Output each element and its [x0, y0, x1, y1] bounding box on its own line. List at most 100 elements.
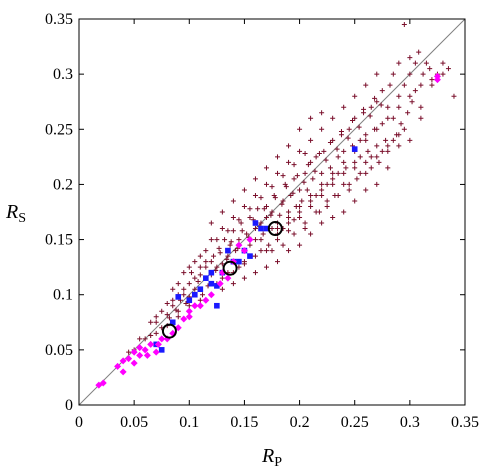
plus-point — [335, 170, 341, 176]
plus-point — [175, 314, 181, 320]
plus-point — [170, 297, 176, 303]
plus-point — [304, 187, 310, 193]
plus-point — [312, 168, 318, 174]
diamond-point — [154, 340, 162, 348]
y-tick-label: 0.25 — [45, 121, 73, 138]
diamond-point — [130, 348, 138, 356]
plus-point — [286, 209, 292, 215]
plus-point — [294, 173, 300, 179]
plus-point — [258, 195, 264, 201]
plus-point — [319, 110, 325, 116]
plus-point — [401, 126, 407, 132]
plus-point — [188, 270, 194, 276]
plus-point — [263, 264, 269, 270]
plus-point — [374, 99, 380, 105]
plus-point — [385, 143, 391, 149]
plus-point — [283, 184, 289, 190]
plus-point — [252, 237, 258, 243]
plus-point — [308, 192, 314, 198]
plus-point — [330, 215, 336, 221]
plus-point — [275, 154, 281, 160]
plus-point — [297, 242, 303, 248]
plus-point — [263, 248, 269, 254]
square-point — [236, 258, 242, 265]
plus-point — [368, 104, 374, 110]
plus-point — [244, 231, 250, 237]
plus-point — [170, 303, 176, 309]
plus-point — [280, 198, 286, 204]
plus-point — [327, 165, 333, 171]
plus-point — [214, 237, 220, 243]
plus-point — [241, 187, 247, 193]
plus-point — [365, 148, 371, 154]
diamond-point — [196, 302, 204, 310]
plus-point — [203, 248, 209, 254]
plus-point — [173, 307, 179, 313]
plus-point — [374, 71, 380, 77]
plus-point — [390, 71, 396, 77]
plus-point — [418, 115, 424, 121]
diamond-point — [185, 307, 193, 315]
plus-point — [445, 66, 451, 72]
plus-point — [208, 237, 214, 243]
plus-point — [227, 242, 233, 248]
plus-point — [291, 162, 297, 168]
plus-point — [313, 192, 319, 198]
plus-point — [126, 349, 132, 355]
plus-point — [429, 82, 435, 88]
plus-point — [357, 137, 363, 143]
plus-point — [363, 132, 369, 138]
plus-point — [440, 60, 446, 66]
plus-point — [217, 250, 223, 256]
plus-point — [291, 217, 297, 223]
plus-point — [383, 137, 389, 143]
plus-point — [352, 159, 358, 165]
plus-point — [387, 82, 393, 88]
plus-point — [148, 319, 154, 325]
plus-point — [321, 148, 327, 154]
plus-point — [137, 336, 143, 342]
plus-point — [186, 303, 192, 309]
plus-point — [367, 113, 373, 119]
square-point — [192, 291, 198, 298]
plus-point — [341, 159, 347, 165]
plus-point — [368, 154, 374, 160]
plus-point — [272, 195, 278, 201]
plus-point — [313, 209, 319, 215]
plus-point — [280, 173, 286, 179]
plus-point — [230, 215, 236, 221]
plus-point — [297, 126, 303, 132]
plus-point — [269, 226, 275, 232]
plus-point — [341, 148, 347, 154]
plus-point — [275, 170, 281, 176]
plus-point — [197, 264, 203, 270]
plus-point — [228, 239, 234, 245]
square-point — [208, 269, 215, 276]
plus-point — [334, 146, 340, 152]
plus-point — [346, 187, 352, 193]
plus-point — [238, 220, 244, 226]
x-tick-label: 0.1 — [179, 414, 199, 431]
diamond-point — [119, 368, 127, 376]
plus-point — [327, 140, 333, 146]
plus-point — [396, 60, 402, 66]
y-tick-label: 0.3 — [53, 66, 73, 83]
plus-point — [170, 286, 176, 292]
plus-point — [405, 110, 411, 116]
plus-point — [186, 281, 192, 287]
plus-point — [412, 60, 418, 66]
plus-point — [263, 181, 269, 187]
plus-point — [319, 126, 325, 132]
diamond-point — [202, 296, 210, 304]
plus-point — [225, 228, 231, 234]
plus-point — [396, 93, 402, 99]
plus-point — [352, 93, 358, 99]
plus-point — [282, 181, 288, 187]
x-tick-label: 0.2 — [290, 414, 310, 431]
plus-point — [166, 315, 172, 321]
plus-point — [279, 201, 285, 207]
plus-point — [341, 170, 347, 176]
plus-point — [195, 278, 201, 284]
x-axis-label: RP — [261, 445, 282, 470]
plus-point — [233, 248, 239, 254]
